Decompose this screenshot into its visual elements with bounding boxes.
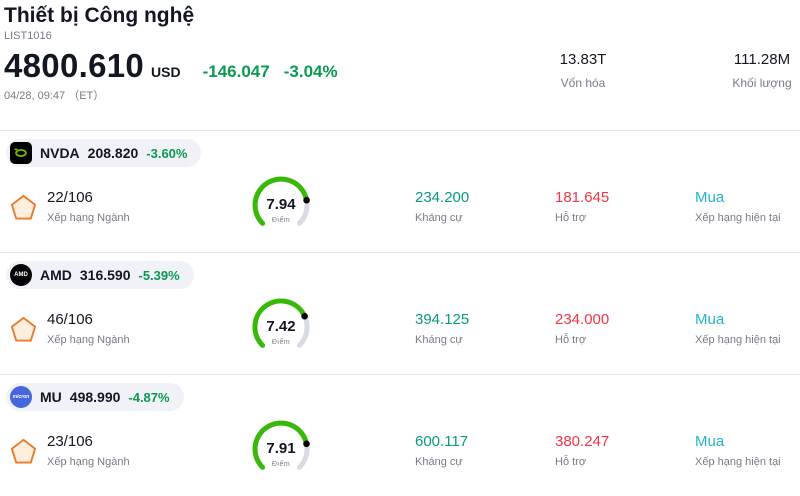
rating-value: Mua	[695, 189, 725, 206]
industry-rank-value: 23/106	[47, 433, 93, 450]
stock-section: micron MU 498.990 -4.87% 23/106 Xếp hạng…	[0, 374, 800, 496]
pentagon-rank-icon	[10, 194, 37, 220]
industry-rank-label: Xếp hạng Ngành	[47, 456, 130, 468]
industry-rank-cell: 23/106 Xếp hạng Ngành	[10, 434, 235, 468]
stock-list: NVDA 208.820 -3.60% 22/106 Xếp hạng Ngàn…	[0, 130, 800, 496]
resistance-cell: 234.200 Kháng cự	[415, 189, 555, 225]
support-label: Hỗ trợ	[555, 212, 587, 224]
resistance-value: 394.125	[415, 311, 470, 328]
stock-section: NVDA 208.820 -3.60% 22/106 Xếp hạng Ngàn…	[0, 130, 800, 252]
stock-price: 208.820	[87, 145, 139, 161]
rating-cell: Mua Xếp hạng hiện tại	[695, 189, 800, 225]
last-price: 4800.610	[4, 47, 145, 84]
rating-value: Mua	[695, 433, 725, 450]
currency-label: USD	[151, 64, 181, 80]
rating-label: Xếp hạng hiện tại	[695, 456, 781, 468]
industry-rank-text: 46/106 Xếp hạng Ngành	[47, 311, 130, 347]
pentagon-rank-icon	[10, 438, 37, 464]
stock-row: 23/106 Xếp hạng Ngành 7.91 Điểm 600.117 …	[0, 419, 800, 483]
score-gauge-arc	[252, 176, 310, 226]
stock-header-pill[interactable]: NVDA 208.820 -3.60%	[6, 139, 202, 167]
industry-rank-label: Xếp hạng Ngành	[47, 212, 130, 224]
support-label: Hỗ trợ	[555, 456, 587, 468]
stock-logo-icon: AMD	[10, 264, 32, 286]
industry-rank-cell: 22/106 Xếp hạng Ngành	[10, 190, 235, 224]
support-cell: 234.000 Hỗ trợ	[555, 311, 695, 347]
volume-stat: 111.28M Khối lượng	[712, 51, 800, 91]
industry-rank-cell: 46/106 Xếp hạng Ngành	[10, 312, 235, 346]
resistance-label: Kháng cự	[415, 456, 463, 468]
rating-label: Xếp hạng hiện tại	[695, 334, 781, 346]
industry-rank-text: 22/106 Xếp hạng Ngành	[47, 189, 130, 225]
score-gauge: 7.94 Điểm	[235, 175, 327, 239]
score-unit-label: Điểm	[271, 217, 291, 224]
score-value: 7.42	[266, 318, 296, 335]
header: Thiết bị Công nghệ LIST1016 4800.610 USD…	[0, 0, 800, 130]
industry-rank-value: 46/106	[47, 311, 93, 328]
score-unit-label: Điểm	[271, 339, 291, 346]
stock-price: 498.990	[69, 389, 121, 405]
rating-label: Xếp hạng hiện tại	[695, 212, 781, 224]
industry-rank-label: Xếp hạng Ngành	[47, 334, 130, 346]
stock-change-pct: -5.39%	[138, 267, 180, 283]
rating-cell: Mua Xếp hạng hiện tại	[695, 311, 800, 347]
price-change: -146.047	[202, 62, 270, 81]
score-gauge-arc	[252, 298, 310, 348]
resistance-value: 234.200	[415, 189, 470, 206]
price-row: 4800.610 USD -146.047 -3.04%	[4, 49, 800, 83]
price-change-pct: -3.04%	[283, 62, 338, 81]
stock-ticker: AMD	[40, 267, 72, 283]
score-gauge: 7.42 Điểm	[235, 297, 327, 361]
score-gauge: 7.91 Điểm	[235, 419, 327, 483]
rating-cell: Mua Xếp hạng hiện tại	[695, 433, 800, 469]
resistance-cell: 600.117 Kháng cự	[415, 433, 555, 469]
industry-rank-value: 22/106	[47, 189, 93, 206]
stock-price: 316.590	[79, 267, 131, 283]
stock-change-pct: -3.60%	[146, 145, 188, 161]
support-value: 181.645	[555, 189, 610, 206]
resistance-cell: 394.125 Kháng cự	[415, 311, 555, 347]
support-label: Hỗ trợ	[555, 334, 587, 346]
page-title: Thiết bị Công nghệ	[4, 4, 195, 27]
score-value: 7.91	[266, 440, 296, 457]
resistance-label: Kháng cự	[415, 334, 463, 346]
industry-rank-text: 23/106 Xếp hạng Ngành	[47, 433, 130, 469]
stock-row: 22/106 Xếp hạng Ngành 7.94 Điểm 234.200 …	[0, 175, 800, 239]
resistance-value: 600.117	[415, 433, 469, 450]
score-value: 7.94	[266, 196, 296, 213]
support-value: 234.000	[555, 311, 610, 328]
pentagon-rank-icon	[10, 316, 37, 342]
market-cap-stat: 13.83T Vốn hóa	[538, 51, 628, 91]
support-cell: 181.645 Hỗ trợ	[555, 189, 695, 225]
resistance-label: Kháng cự	[415, 212, 463, 224]
quote-datetime: 04/28, 09:47 （ET）	[4, 90, 105, 102]
volume-label: Khối lượng	[732, 76, 792, 90]
support-value: 380.247	[555, 433, 610, 450]
stock-ticker: MU	[40, 389, 62, 405]
rating-value: Mua	[695, 311, 725, 328]
market-cap-label: Vốn hóa	[560, 76, 606, 90]
list-id: LIST1016	[4, 30, 52, 42]
score-gauge-arc	[252, 420, 310, 470]
stock-header-pill[interactable]: AMD AMD 316.590 -5.39%	[6, 261, 194, 289]
stock-row: 46/106 Xếp hạng Ngành 7.42 Điểm 394.125 …	[0, 297, 800, 361]
support-cell: 380.247 Hỗ trợ	[555, 433, 695, 469]
stock-header-pill[interactable]: micron MU 498.990 -4.87%	[6, 383, 184, 411]
market-cap-value: 13.83T	[559, 51, 607, 68]
score-unit-label: Điểm	[271, 461, 291, 468]
stock-logo-icon	[10, 142, 32, 164]
volume-value: 111.28M	[733, 51, 791, 68]
stock-ticker: NVDA	[40, 145, 80, 161]
stock-logo-icon: micron	[10, 386, 32, 408]
stock-section: AMD AMD 316.590 -5.39% 46/106 Xếp hạng N…	[0, 252, 800, 374]
stock-change-pct: -4.87%	[128, 389, 170, 405]
